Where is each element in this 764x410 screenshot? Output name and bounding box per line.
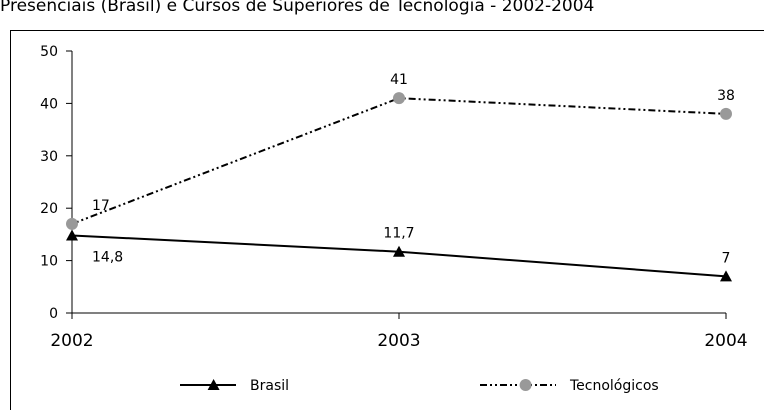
data-point (393, 92, 405, 105)
x-tick-label: 2002 (50, 331, 93, 351)
chart-frame (10, 30, 764, 410)
data-label: 17 (92, 198, 110, 214)
series-line (71, 97, 727, 225)
data-label: 38 (717, 88, 735, 104)
legend-label: Brasil (250, 378, 289, 394)
x-tick-label: 2003 (377, 331, 420, 351)
y-tick-label: 40 (40, 96, 58, 112)
data-label: 14,8 (92, 249, 123, 265)
legend-marker (519, 379, 532, 391)
data-label: 41 (390, 72, 408, 88)
data-label: 7 (722, 250, 731, 266)
y-tick-label: 0 (49, 306, 58, 322)
y-tick-label: 30 (40, 149, 58, 165)
y-tick-label: 20 (40, 201, 58, 217)
data-point (720, 107, 732, 120)
y-tick-label: 10 (40, 254, 58, 270)
chart-title: Presenciais (Brasil) e Cursos de Superio… (0, 0, 594, 16)
data-label: 11,7 (383, 226, 414, 242)
y-tick-label: 50 (40, 44, 58, 60)
data-point (66, 229, 78, 241)
legend-marker (207, 379, 220, 390)
legend-label: Tecnológicos (569, 378, 659, 394)
data-point (720, 270, 732, 282)
data-point (393, 245, 405, 257)
data-point (66, 217, 78, 230)
x-tick-label: 2004 (704, 331, 747, 351)
